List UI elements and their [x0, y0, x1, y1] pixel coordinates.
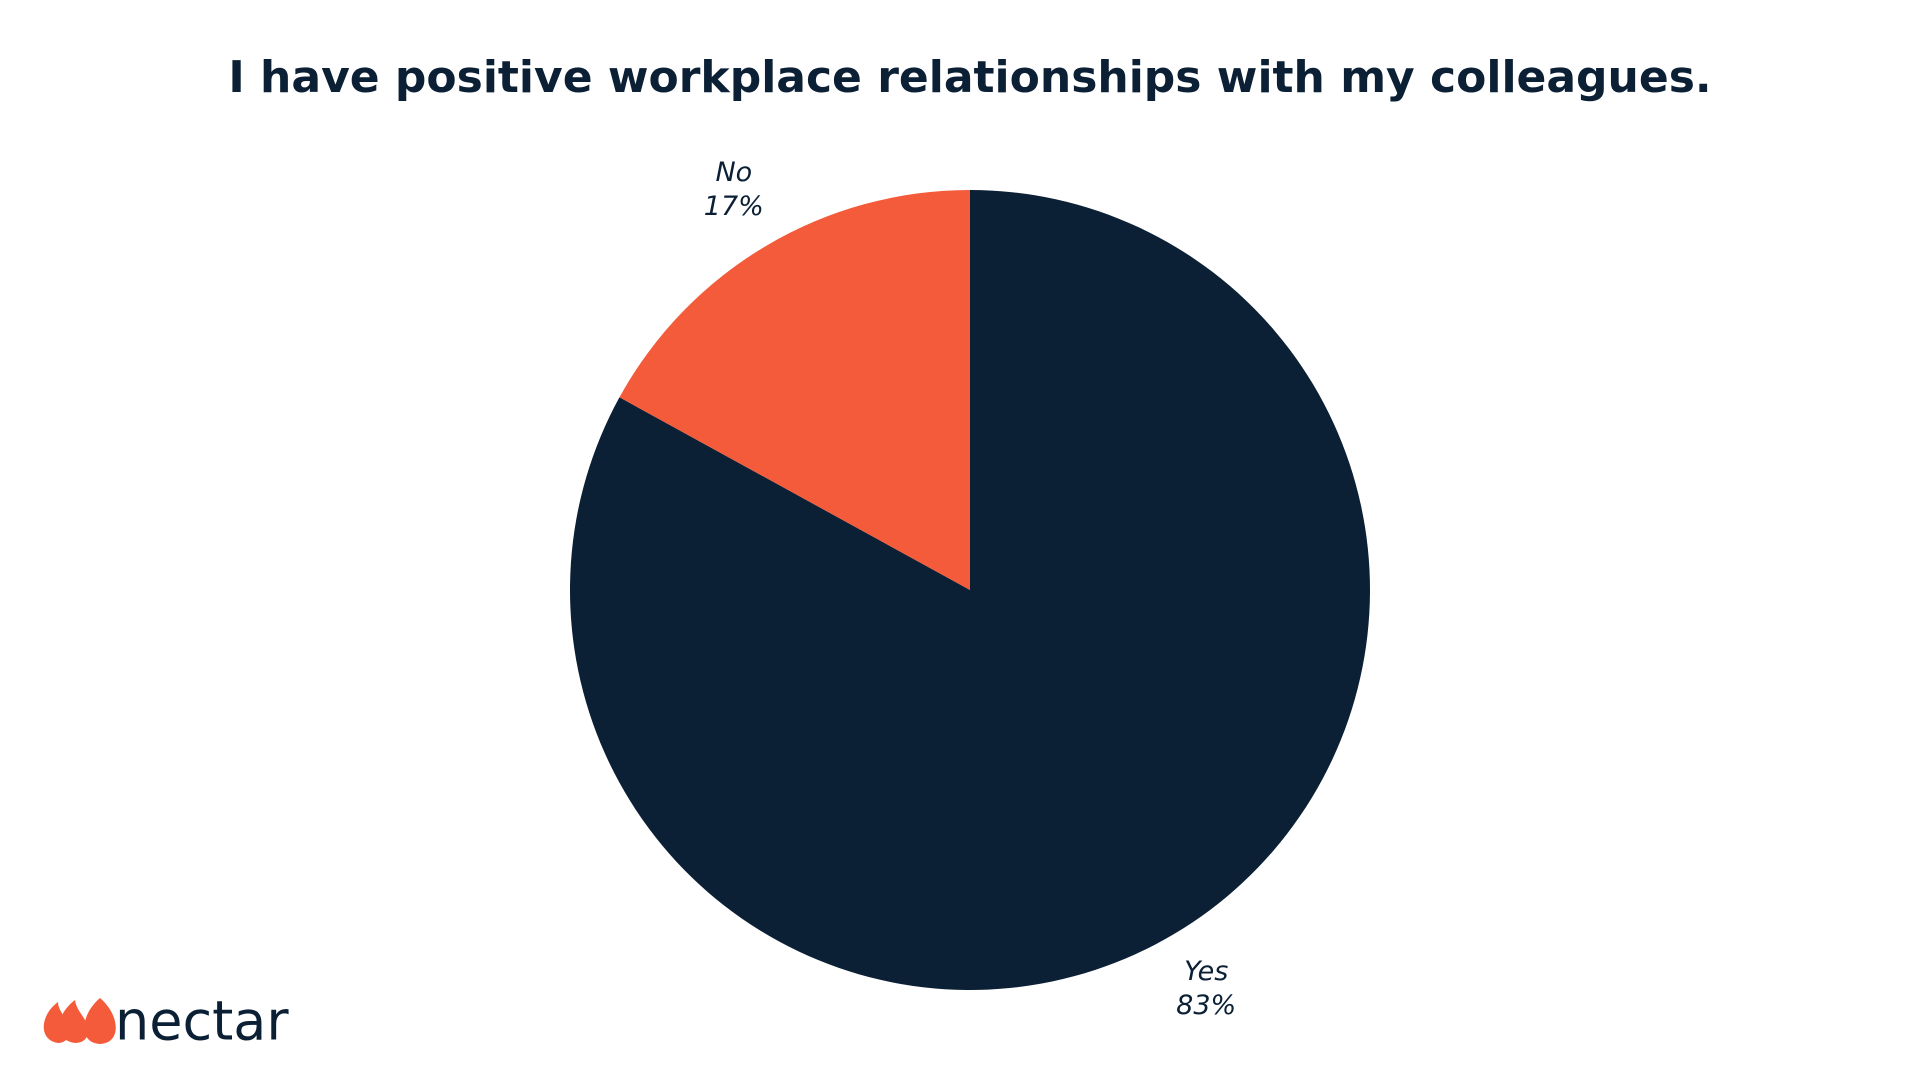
- pie-slice: [570, 190, 1371, 990]
- logo-petal: [84, 998, 116, 1044]
- slice-value-label: 83%: [1176, 990, 1236, 1021]
- slice-value-label: 17%: [704, 191, 764, 222]
- slice-label: No: [715, 157, 752, 188]
- pie-slice: [619, 189, 970, 590]
- logo-text: nectar: [115, 990, 289, 1053]
- logo-petal: [59, 1000, 89, 1043]
- chart-title: I have positive workplace relationships …: [228, 52, 1711, 103]
- slice-label: Yes: [1184, 956, 1228, 987]
- logo: nectar: [43, 990, 289, 1053]
